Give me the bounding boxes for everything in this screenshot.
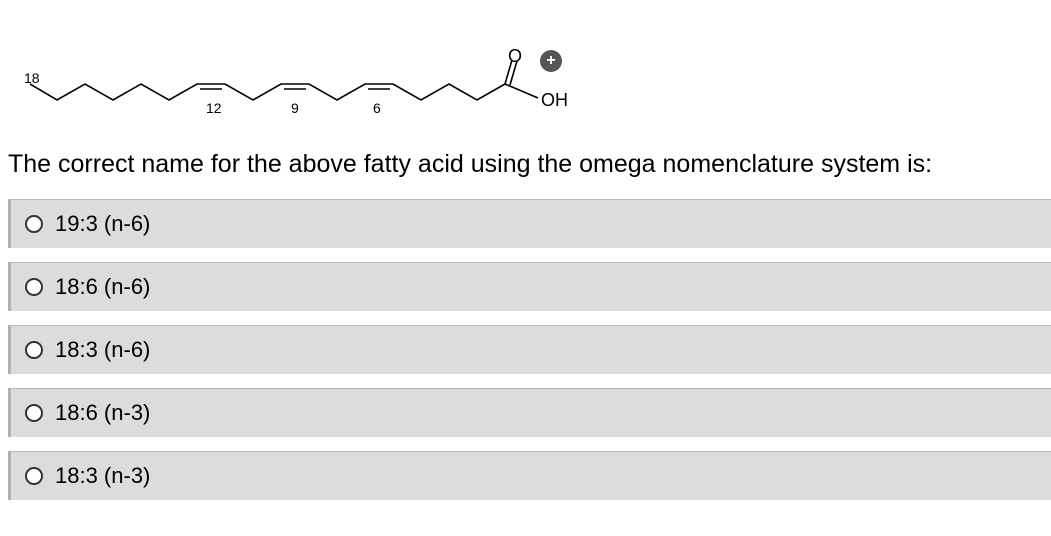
option-row[interactable]: 18:6 (n-6) [8, 262, 1051, 311]
option-label: 18:3 (n-6) [55, 337, 150, 363]
molecule-diagram: 18 12 9 6 O OH + [0, 0, 1051, 140]
option-label: 18:3 (n-3) [55, 463, 150, 489]
hydroxyl-bond [505, 84, 538, 98]
question-text: The correct name for the above fatty aci… [0, 140, 1051, 199]
label-c9: 9 [291, 100, 299, 116]
fatty-acid-structure [10, 20, 570, 130]
option-row[interactable]: 18:6 (n-3) [8, 388, 1051, 437]
label-c18: 18 [24, 70, 40, 86]
options-list: 19:3 (n-6) 18:6 (n-6) 18:3 (n-6) 18:6 (n… [0, 199, 1051, 510]
expand-icon[interactable]: + [540, 50, 562, 72]
radio-icon [25, 404, 43, 422]
radio-icon [25, 278, 43, 296]
option-label: 19:3 (n-6) [55, 211, 150, 237]
radio-icon [25, 215, 43, 233]
plus-glyph: + [546, 52, 555, 70]
option-row[interactable]: 18:3 (n-6) [8, 325, 1051, 374]
option-label: 18:6 (n-6) [55, 274, 150, 300]
quiz-container: 18 12 9 6 O OH + The correct name for th… [0, 0, 1051, 510]
radio-icon [25, 467, 43, 485]
label-oh: OH [541, 90, 568, 111]
label-c12: 12 [206, 100, 222, 116]
label-c6: 6 [373, 100, 381, 116]
label-o: O [508, 46, 522, 67]
option-label: 18:6 (n-3) [55, 400, 150, 426]
chain-backbone [30, 84, 505, 100]
radio-icon [25, 341, 43, 359]
option-row[interactable]: 19:3 (n-6) [8, 199, 1051, 248]
option-row[interactable]: 18:3 (n-3) [8, 451, 1051, 500]
